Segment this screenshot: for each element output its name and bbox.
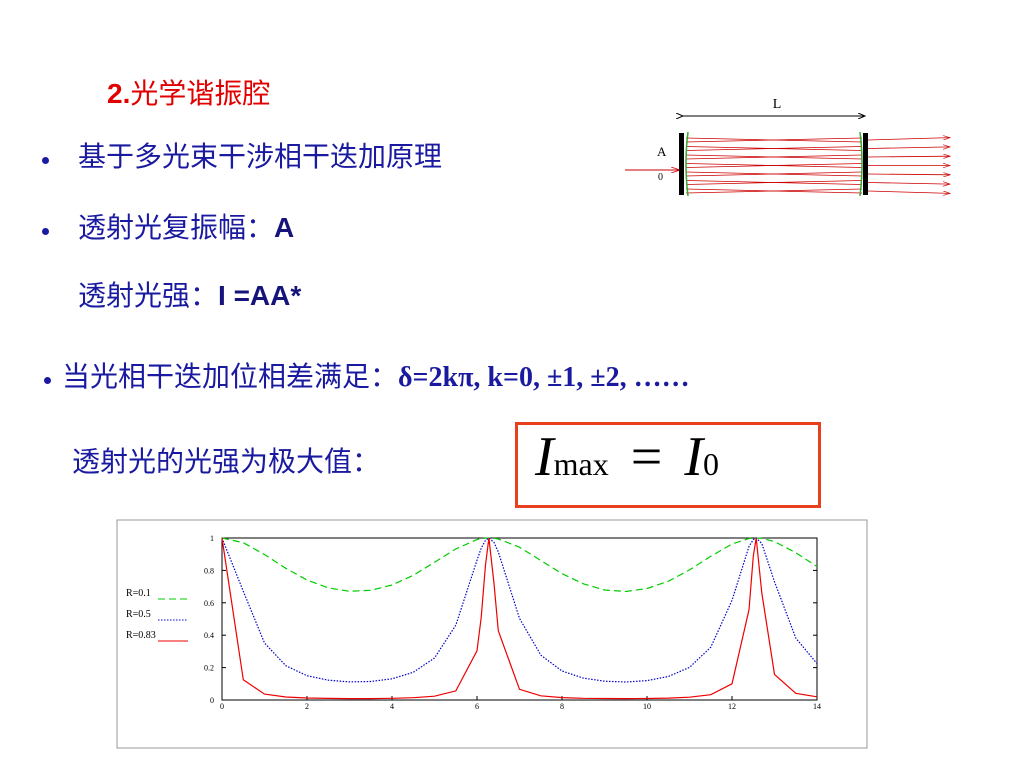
bullet-text: 透射光强： — [78, 280, 219, 311]
out-ray — [867, 138, 950, 141]
bullet-line: 透射光复振幅：A — [78, 214, 294, 242]
x-tick-label: 12 — [728, 702, 736, 711]
formula-rhs: I — [684, 426, 703, 488]
formula-rel: = — [630, 426, 663, 488]
ray — [685, 163, 863, 168]
amplitude-sub: 0 — [658, 172, 663, 183]
mirror-coating — [859, 131, 863, 197]
y-tick-label: 0.8 — [204, 566, 214, 575]
bullet-text: 基于多光束干涉相干迭加原理 — [78, 141, 443, 172]
bullet — [42, 228, 49, 235]
symbol: I =AA* — [218, 280, 302, 311]
ray — [685, 154, 863, 160]
out-ray — [867, 190, 950, 193]
rays — [685, 137, 950, 194]
cavity-diagram: L A 0 — [625, 97, 970, 197]
chart: 00.20.40.60.810 2 4 6 8 10 12 14R=0.1R=0.5R=0.8… — [116, 519, 868, 749]
legend-label: R=0.83 — [126, 630, 156, 641]
out-ray — [867, 183, 950, 185]
legend-label: R=0.1 — [126, 588, 151, 599]
formula-sub: 0 — [703, 446, 719, 482]
condition: δ=2kπ, k=0, ±1, ±2, …… — [398, 362, 690, 393]
bullet-text: 透射光复振幅： — [78, 212, 275, 243]
x-tick-label: 2 — [305, 702, 309, 711]
formula-lhs: I — [535, 426, 554, 488]
bullet-line: 透射光强：I =AA* — [78, 282, 301, 310]
mirror — [679, 133, 684, 195]
x-tick-label: 14 — [813, 702, 821, 711]
x-tick-label: 0 — [220, 702, 224, 711]
y-tick-label: 1 — [210, 534, 214, 543]
x-tick-label: 6 — [475, 702, 479, 711]
formula-box — [515, 422, 821, 508]
y-tick-label: 0.4 — [204, 631, 214, 640]
ray — [685, 171, 863, 177]
bullet-text: 当光相干迭加位相差满足： — [62, 361, 399, 392]
heading: 2.光学谐振腔 — [107, 80, 270, 108]
out-ray — [867, 147, 950, 149]
formula: Imax = I0 — [535, 425, 719, 489]
x-tick-label: 8 — [560, 702, 564, 711]
series-line — [221, 537, 818, 700]
formula-sub: max — [553, 446, 609, 482]
chart-frame — [116, 519, 868, 749]
plot-area — [221, 537, 818, 701]
mirror — [863, 133, 868, 195]
bullet-text: 透射光的光强为极大值： — [72, 446, 381, 477]
y-tick-label: 0 — [210, 696, 214, 705]
x-tick-label: 10 — [643, 702, 651, 711]
y-tick-label: 0.2 — [204, 664, 214, 673]
legend-label: R=0.5 — [126, 609, 151, 620]
ray — [685, 146, 863, 151]
series-line — [221, 537, 818, 683]
x-tick-label: 4 — [390, 702, 394, 711]
bullet — [42, 157, 49, 164]
y-tick-label: 0.6 — [204, 599, 214, 608]
ray — [685, 137, 863, 143]
mirror-coating — [685, 131, 689, 197]
bullet — [44, 377, 51, 384]
ray — [685, 180, 863, 185]
out-ray — [867, 174, 950, 175]
out-ray — [867, 156, 950, 157]
heading-number: 2. — [107, 78, 131, 109]
amplitude-label: A — [657, 144, 667, 159]
heading-text: 光学谐振腔 — [130, 78, 271, 109]
ray — [685, 188, 863, 194]
symbol: A — [274, 212, 295, 243]
length-label: L — [773, 97, 782, 112]
series-line — [221, 537, 818, 593]
bullet-line: 当光相干迭加位相差满足：δ=2kπ, k=0, ±1, ±2, …… — [62, 363, 690, 392]
